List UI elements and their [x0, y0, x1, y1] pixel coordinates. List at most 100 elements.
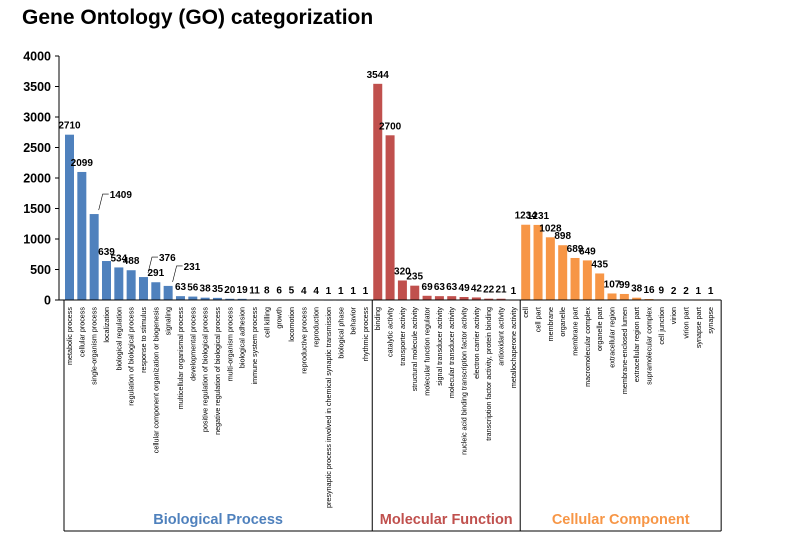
x-category-label: catalytic activity [386, 307, 395, 357]
x-category-label: locomotion [287, 307, 296, 342]
bar [89, 214, 99, 300]
x-category-label: virion [669, 307, 678, 324]
bar [175, 296, 185, 300]
data-label: 5 [289, 286, 295, 297]
bar [422, 295, 432, 300]
bar [151, 282, 161, 300]
data-label: 488 [123, 256, 140, 267]
x-category-label: structural molecule activity [410, 307, 419, 392]
bar [212, 297, 222, 300]
bar [447, 296, 457, 300]
data-label: 21 [495, 285, 507, 296]
data-label: 2700 [379, 121, 402, 132]
group-label: Cellular Component [552, 512, 690, 528]
chart-title: Gene Ontology (GO) categorization [22, 6, 374, 29]
x-category-label: response to stimulus [139, 307, 148, 373]
data-label: 1 [350, 286, 356, 297]
data-label: 11 [249, 285, 260, 296]
y-tick-label: 4000 [23, 50, 51, 64]
data-label: 63 [175, 282, 187, 293]
x-category-label: biological phase [336, 307, 345, 359]
x-category-label: behavior [349, 306, 358, 334]
x-category-label: biological regulation [114, 307, 123, 371]
x-category-label: electron carrier activity [472, 307, 481, 379]
bar [225, 298, 235, 300]
data-label: 639 [98, 247, 115, 258]
x-category-label: developmental process [188, 307, 197, 381]
data-label: 16 [643, 285, 655, 296]
x-category-label: localization [102, 307, 111, 343]
bar [545, 237, 555, 300]
x-category-label: signal transducer activity [435, 307, 444, 386]
data-label: 235 [406, 272, 423, 283]
data-label: 1028 [539, 223, 562, 234]
data-label: 649 [579, 246, 596, 257]
x-category-label: reproduction [312, 307, 321, 347]
data-label: 4 [301, 286, 307, 297]
data-label: 35 [212, 284, 224, 295]
data-label: 1 [338, 286, 344, 297]
x-category-label: biological adhesion [238, 307, 247, 368]
bar [607, 293, 617, 300]
data-label: 1234 [515, 211, 538, 222]
data-label: 6 [276, 286, 282, 297]
bar [521, 224, 531, 300]
y-tick-label: 2000 [23, 172, 51, 186]
bar [126, 270, 136, 300]
data-label: 19 [237, 285, 249, 296]
data-label: 20 [224, 285, 236, 296]
y-tick-label: 3000 [23, 111, 51, 125]
leader-line [147, 256, 158, 274]
x-category-label: positive regulation of biological proces… [201, 307, 210, 432]
bar [237, 298, 247, 300]
bar [101, 261, 111, 300]
data-label: 4 [313, 286, 319, 297]
y-tick-label: 2500 [23, 141, 51, 155]
bar [77, 171, 87, 300]
bar [65, 134, 74, 300]
x-category-label: membrane-enclosed lumen [620, 307, 629, 394]
bar [138, 277, 148, 300]
data-label: 2 [671, 286, 677, 297]
x-category-label: molecular transducer activity [447, 307, 456, 398]
data-label: 63 [434, 282, 446, 293]
x-category-label: binding [373, 307, 382, 330]
y-tick-label: 1500 [23, 202, 51, 216]
x-category-label: cellular component organization or bioge… [151, 307, 160, 454]
x-category-label: molecular function regulator [423, 306, 432, 395]
data-label: 38 [631, 284, 643, 295]
data-label: 42 [471, 283, 483, 294]
data-label: 107 [604, 280, 621, 291]
bar [619, 293, 629, 300]
bar [595, 273, 605, 300]
bar [163, 285, 173, 300]
bar [570, 257, 580, 300]
group-label: Molecular Function [380, 512, 513, 528]
bar [397, 280, 407, 300]
data-label: 99 [619, 280, 631, 291]
bar [200, 297, 210, 300]
x-category-label: membrane [546, 307, 555, 341]
x-category-label: regulation of biological process [127, 307, 136, 406]
data-label: 534 [110, 253, 127, 264]
x-category-label: extracellular region part [632, 307, 641, 382]
data-label: 2710 [58, 121, 81, 132]
x-category-label: growth [275, 307, 284, 329]
x-category-label: cell junction [657, 307, 666, 345]
x-category-label: organelle [558, 307, 567, 337]
x-category-label: synapse [706, 307, 715, 334]
data-label: 1 [708, 286, 714, 297]
bar [459, 297, 469, 300]
group-label: Biological Process [153, 512, 283, 528]
data-label: 69 [422, 282, 434, 293]
leader-line [98, 193, 109, 211]
data-label: 2099 [71, 158, 94, 169]
x-category-label: membrane part [571, 307, 580, 356]
x-category-label: cell part [534, 307, 543, 332]
data-label: 320 [394, 267, 411, 278]
x-category-label: transcription factor activity, protein b… [484, 307, 493, 441]
data-label: 38 [200, 284, 212, 295]
data-label: 231 [184, 262, 201, 273]
leader-line [172, 265, 183, 282]
